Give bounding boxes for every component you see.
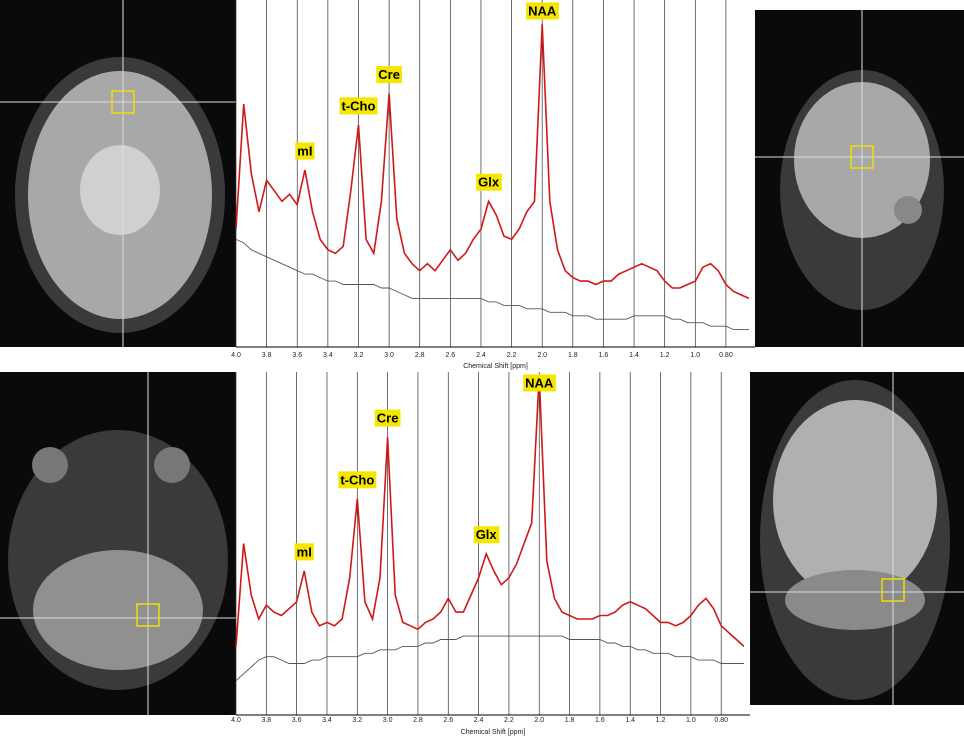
peak-label: mI <box>297 544 312 559</box>
x-axis-title: Chemical Shift [ppm] <box>461 729 526 736</box>
mri-coronal-bottom <box>750 372 964 705</box>
x-tick-label: 2.8 <box>415 352 425 359</box>
x-tick-label: 2.0 <box>537 352 547 359</box>
peak-label: Glx <box>476 527 498 542</box>
plot-area <box>236 372 750 715</box>
mri-axial-top <box>0 0 236 347</box>
x-tick-label: 1.2 <box>656 717 666 724</box>
peak-label-bg <box>374 409 401 427</box>
peak-label: Glx <box>478 175 500 190</box>
peak-label: t-Cho <box>342 98 376 113</box>
x-tick-label: 3.6 <box>292 717 302 724</box>
x-tick-label: 1.4 <box>625 717 635 724</box>
mri-coronal-top <box>755 10 964 347</box>
spectrum-line <box>235 375 745 647</box>
x-tick-label: 1.8 <box>565 717 575 724</box>
peak-label-bg <box>523 374 556 392</box>
x-tick-label: 3.0 <box>384 352 394 359</box>
x-tick-label: 1.6 <box>599 352 609 359</box>
x-tick-label: 2.6 <box>445 352 455 359</box>
spectrum-line <box>235 24 750 300</box>
x-tick-label: 2.6 <box>443 717 453 724</box>
x-tick-label: 1.8 <box>568 352 578 359</box>
x-tick-label: 2.4 <box>476 352 486 359</box>
peak-label: Cre <box>377 411 399 426</box>
x-tick-label: 2.0 <box>534 717 544 724</box>
x-tick-label: 3.4 <box>322 717 332 724</box>
x-tick-label: 3.2 <box>354 352 364 359</box>
x-tick-label: 1.4 <box>629 352 639 359</box>
x-tick-label: 2.4 <box>474 717 484 724</box>
peak-label-bg <box>476 173 502 191</box>
x-tick-label: 1.0 <box>686 717 696 724</box>
mri-axial-bottom <box>0 372 236 715</box>
plot-area <box>236 0 755 347</box>
x-tick-label: 1.0 <box>690 352 700 359</box>
peak-label-bg <box>339 97 378 115</box>
peak-label: t-Cho <box>340 472 374 487</box>
x-tick-label: 1.6 <box>595 717 605 724</box>
peak-label-bg <box>473 526 500 544</box>
peak-label-bg <box>295 142 315 160</box>
peak-label: NAA <box>525 375 554 390</box>
x-tick-label: 2.2 <box>504 717 514 724</box>
spectrum-panel: 4.0 3.8 3.6 3.4 3.2 3.0 2.8 2.6 2.4 2.2 2.0 1.8 1.6 1… <box>231 372 750 736</box>
x-tick-label: 3.2 <box>352 717 362 724</box>
peak-label: mI <box>297 143 312 158</box>
x-tick-label: 3.4 <box>323 352 333 359</box>
x-axis-title: Chemical Shift [ppm] <box>463 363 528 370</box>
peak-label-bg <box>338 471 377 489</box>
x-tick-label: 3.8 <box>261 717 271 724</box>
spectrum-line <box>235 635 744 682</box>
peak-label: Cre <box>378 67 400 82</box>
x-tick-label: 2.8 <box>413 717 423 724</box>
x-tick-label: 4.0 <box>231 352 241 359</box>
peak-label: NAA <box>528 3 557 18</box>
x-tick-label: 1.2 <box>660 352 670 359</box>
peak-label-bg <box>376 66 402 84</box>
spectrum-panel: 4.0 3.8 3.6 3.4 3.2 3.0 2.8 2.6 2.4 2.2 2.0 1.8 1.6 1… <box>231 0 755 370</box>
peak-label-bg <box>294 543 314 561</box>
x-tick-label: 4.0 <box>231 717 241 724</box>
x-tick-label: 3.6 <box>292 352 302 359</box>
x-tick-label: 0.80 <box>719 352 733 359</box>
x-tick-label: 0.80 <box>714 717 728 724</box>
x-tick-label: 3.0 <box>383 717 393 724</box>
spectrum-line <box>235 238 749 331</box>
peak-label-bg <box>526 2 559 20</box>
x-tick-label: 2.2 <box>507 352 517 359</box>
x-tick-label: 3.8 <box>262 352 272 359</box>
